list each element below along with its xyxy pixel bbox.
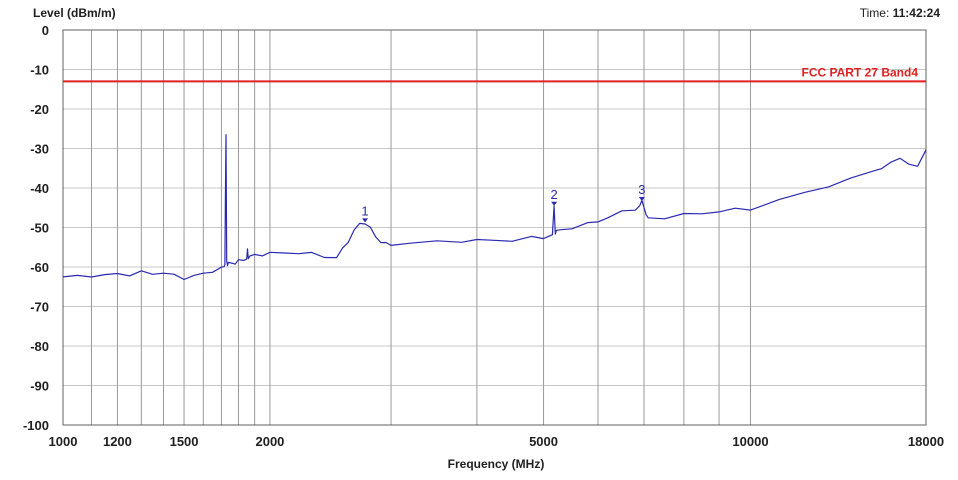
y-tick-label: -50 [30, 221, 49, 236]
x-tick-label: 2000 [255, 434, 284, 449]
plot-frame [62, 29, 927, 426]
y-tick-label: -60 [30, 260, 49, 275]
time-value: 11:42:24 [893, 6, 941, 20]
peak-marker [362, 218, 369, 223]
x-gridlines [62, 30, 927, 425]
y-tick-label: -70 [30, 300, 49, 315]
x-axis-label: Frequency (MHz) [448, 457, 545, 471]
time-readout: Time: 11:42:24 [860, 6, 941, 20]
y-axis-label: Level (dBm/m) [33, 6, 116, 20]
y-tick-labels: 0 -10 -20 -30 -40 -50 -60 -70 -80 -90 -100 [23, 23, 49, 433]
y-tick-label: -100 [23, 418, 49, 433]
y-tick-label: -30 [30, 142, 49, 157]
series-line [62, 134, 927, 281]
x-tick-label: 1500 [170, 434, 199, 449]
peak-marker-label: 3 [638, 182, 645, 197]
x-tick-label: 18000 [908, 434, 944, 449]
y-tick-label: -40 [30, 181, 49, 196]
time-label: Time: [860, 6, 890, 20]
peak-marker-label: 2 [550, 187, 557, 202]
y-tick-label: -20 [30, 102, 49, 117]
y-tick-label: 0 [42, 23, 49, 38]
y-tick-label: -80 [30, 339, 49, 354]
x-tick-label: 1200 [103, 434, 132, 449]
peak-markers: 1 2 3 [361, 182, 645, 223]
x-tick-labels: 1000 1200 1500 2000 5000 10000 18000 [49, 434, 945, 449]
peak-marker-label: 1 [361, 203, 368, 218]
limit-line-label: FCC PART 27 Band4 [802, 65, 919, 79]
x-tick-label: 1000 [49, 434, 78, 449]
peak-marker [638, 197, 645, 202]
y-tick-label: -90 [30, 379, 49, 394]
peak-marker [551, 201, 558, 206]
x-tick-label: 10000 [732, 434, 768, 449]
y-tick-label: -10 [30, 63, 49, 78]
x-tick-label: 5000 [529, 434, 558, 449]
